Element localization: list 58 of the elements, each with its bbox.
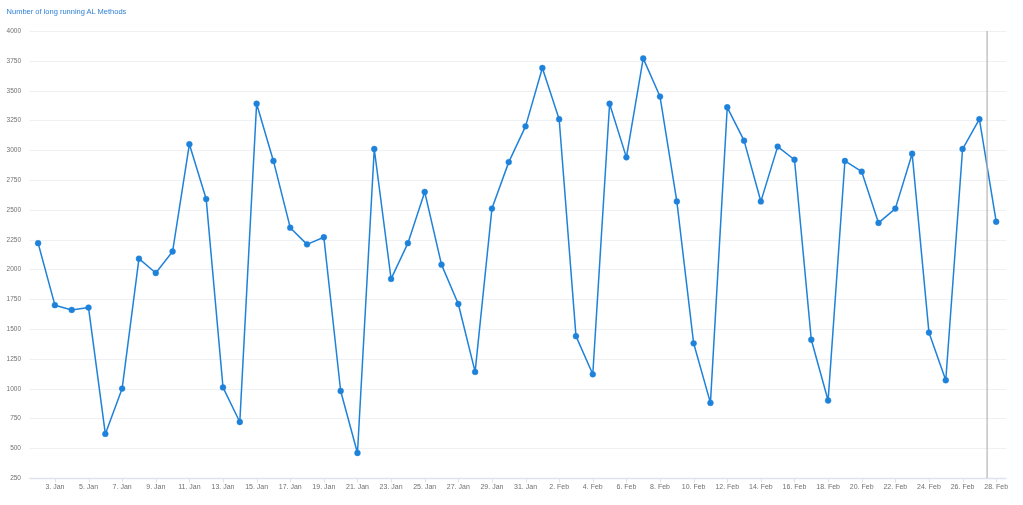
point (404, 240, 412, 247)
point (236, 418, 243, 426)
point (438, 261, 445, 268)
point (34, 240, 42, 247)
point (640, 55, 647, 62)
point (471, 368, 479, 376)
point (606, 100, 613, 107)
point (135, 255, 143, 262)
point (203, 195, 210, 203)
point (892, 205, 899, 212)
point (421, 188, 428, 196)
point (908, 150, 916, 157)
point (707, 399, 714, 407)
point (757, 198, 765, 205)
point (371, 145, 378, 153)
point (556, 116, 563, 123)
point (505, 158, 512, 166)
point (875, 219, 882, 227)
point (589, 371, 596, 378)
point (942, 377, 949, 384)
point (824, 397, 832, 404)
point (270, 157, 277, 165)
point (841, 157, 849, 165)
point (152, 269, 159, 277)
point (303, 241, 311, 248)
point (455, 300, 462, 308)
point (387, 275, 395, 283)
point (102, 430, 109, 438)
point (993, 218, 1000, 225)
point (690, 340, 697, 347)
point (51, 302, 59, 309)
point (858, 168, 865, 175)
point (673, 198, 680, 205)
point (623, 154, 630, 161)
point (488, 205, 496, 212)
point (925, 329, 933, 336)
point (287, 224, 294, 231)
point (85, 304, 92, 311)
point (656, 93, 664, 100)
point (337, 387, 344, 395)
point (774, 143, 781, 150)
point (68, 306, 75, 314)
point (219, 384, 227, 391)
point (808, 336, 815, 343)
point (572, 332, 580, 340)
point (976, 116, 983, 123)
point (186, 141, 193, 148)
point (118, 385, 126, 392)
point (169, 248, 176, 255)
point (522, 123, 529, 130)
point (724, 104, 731, 111)
point (354, 449, 361, 457)
point (959, 145, 966, 153)
point (320, 234, 328, 241)
point (791, 156, 798, 163)
point (253, 100, 260, 107)
point (539, 64, 546, 72)
point (740, 137, 748, 144)
